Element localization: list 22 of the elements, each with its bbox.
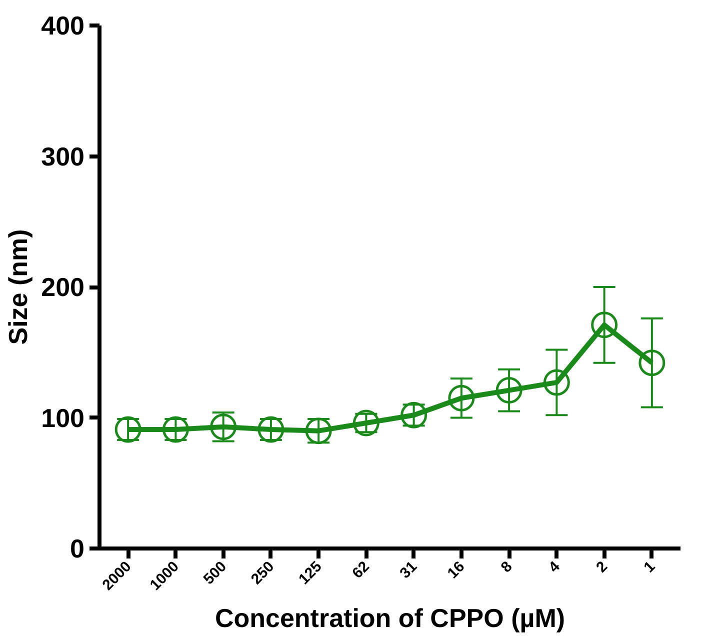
- x-tick-label: 250: [248, 558, 278, 588]
- x-tick-label: 8: [498, 558, 516, 576]
- x-tick-label: 2: [593, 558, 612, 576]
- point: [543, 369, 570, 396]
- x-tick-label: 62: [349, 558, 373, 582]
- point: [591, 312, 618, 338]
- point: [448, 384, 475, 412]
- x-tick-label: 4: [545, 558, 564, 576]
- x-tick-label: 16: [444, 558, 468, 582]
- x-tick-label: 500: [200, 558, 230, 588]
- point: [638, 350, 666, 376]
- point: [496, 377, 522, 404]
- x-tick-label: 31: [396, 558, 421, 582]
- x-axis-title: Concentration of CPPO (µM): [214, 602, 566, 633]
- y-tick-label: 300: [41, 141, 85, 172]
- y-axis-title: Size (nm): [3, 229, 34, 345]
- y-tick-label: 400: [41, 10, 85, 40]
- y-tick-label: 200: [41, 272, 85, 302]
- x-tick-label: 125: [296, 558, 326, 588]
- y-tick-label: 100: [41, 402, 85, 433]
- x-tick-label: 1: [640, 558, 659, 576]
- y-tick-label: 0: [70, 534, 85, 564]
